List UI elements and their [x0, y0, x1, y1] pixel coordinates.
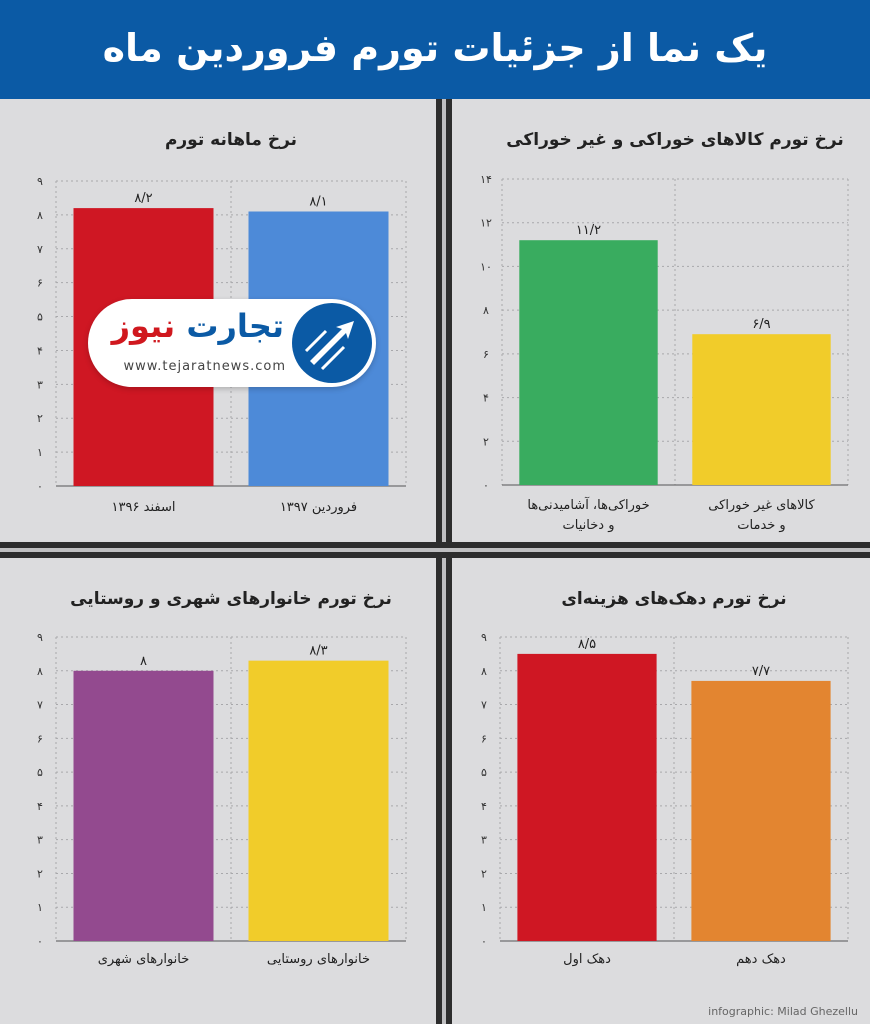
bar-value-label: ۸/۱ [309, 195, 327, 210]
y-tick-label: ۰ [37, 480, 43, 493]
y-tick-label: ۲ [37, 867, 43, 880]
chart-title: نرخ ماهانه تورم [165, 130, 297, 150]
chart-panel-deciles: نرخ تورم دهک‌های هزینه‌ای ۰ ۱ ۲ ۳ ۴ ۵ ۶ ۷ ۸ ۹ ۸/۵ ده… [452, 558, 870, 1024]
vertical-divider [436, 99, 452, 1024]
bar-value-label: ۶/۹ [752, 317, 770, 332]
header-banner: یک نما از جزئیات تورم فروردین ماه [0, 0, 870, 99]
chart-urban-rural: نرخ تورم خانوارهای شهری و روستایی ۰ ۱ ۲ ۳ ۴ ۵ ۶… [37, 589, 407, 967]
y-tick-label: ۴ [481, 800, 487, 813]
bar [692, 334, 831, 485]
x-tick-label: دهک دهم [736, 952, 786, 967]
horizontal-divider [0, 542, 870, 558]
y-tick-label: ۹ [37, 175, 43, 188]
y-tick-label: ۶ [37, 277, 43, 290]
y-tick-label: ۱ [37, 901, 43, 914]
x-tick-label: و دخانیات [563, 518, 615, 533]
logo-name: تجارت نیوز [111, 307, 284, 345]
y-tick-label: ۸ [37, 665, 43, 678]
y-tick-label: ۳ [481, 834, 487, 847]
logo-arrow-icon [292, 303, 372, 383]
x-tick-label: و خدمات [737, 518, 785, 533]
y-tick-label: ۴ [483, 392, 489, 405]
y-tick-label: ۷ [481, 699, 487, 712]
bar [73, 670, 214, 941]
x-tick-label: خوراکی‌ها، آشامیدنی‌ها [527, 496, 649, 513]
y-tick-label: ۰ [483, 479, 489, 492]
chart-food-nonfood: نرخ تورم کالاهای خوراکی و غیر خوراکی ۰ ۲ ۴ ۶… [480, 130, 849, 533]
page-title: یک نما از جزئیات تورم فروردین ماه [102, 26, 768, 70]
chart-title: نرخ تورم کالاهای خوراکی و غیر خوراکی [506, 130, 844, 150]
bar-value-label: ۸/۳ [309, 644, 327, 659]
y-tick-label: ۱ [481, 901, 487, 914]
bar-value-label: ۷/۷ [752, 664, 770, 679]
bar [248, 660, 389, 941]
bar-value-label: ۸/۲ [134, 191, 152, 206]
y-tick-label: ۹ [481, 631, 487, 644]
y-tick-label: ۷ [37, 243, 43, 256]
y-tick-label: ۶ [37, 732, 43, 745]
y-tick-label: ۲ [37, 412, 43, 425]
y-tick-label: ۲ [481, 867, 487, 880]
y-tick-label: ۰ [37, 935, 43, 948]
y-tick-label: ۶ [483, 348, 489, 361]
x-tick-label: فروردین ۱۳۹۷ [280, 500, 357, 515]
chart-panel-urban-rural: نرخ تورم خانوارهای شهری و روستایی ۰ ۱ ۲ ۳ ۴ ۵ ۶… [0, 558, 436, 1024]
chart-deciles: نرخ تورم دهک‌های هزینه‌ای ۰ ۱ ۲ ۳ ۴ ۵ ۶ ۷ ۸ ۹ ۸/۵ ده… [481, 589, 849, 967]
y-tick-label: ۸ [37, 209, 43, 222]
y-tick-label: ۸ [481, 665, 487, 678]
y-tick-label: ۳ [37, 834, 43, 847]
x-tick-label: دهک اول [563, 952, 611, 967]
y-tick-label: ۷ [37, 699, 43, 712]
y-tick-label: ۸ [483, 304, 489, 317]
bar-value-label: ۸ [140, 654, 147, 669]
y-tick-label: ۳ [37, 378, 43, 391]
chart-title: نرخ تورم دهک‌های هزینه‌ای [561, 589, 786, 609]
bar-value-label: ۱۱/۲ [576, 223, 601, 238]
tejaratnews-logo: تجارت نیوز www.tejaratnews.com [88, 299, 376, 387]
bar [691, 680, 831, 941]
y-tick-label: ۱ [37, 446, 43, 459]
y-tick-label: ۰ [481, 935, 487, 948]
credit-text: infographic: Milad Ghezellu [708, 1005, 858, 1018]
bar-value-label: ۸/۵ [578, 637, 596, 652]
y-tick-label: ۱۴ [480, 173, 492, 186]
bar [519, 240, 658, 485]
x-tick-label: کالاهای غیر خوراکی [708, 498, 815, 513]
y-tick-label: ۱۲ [480, 217, 492, 230]
y-tick-label: ۱۰ [480, 260, 492, 273]
y-tick-label: ۵ [37, 311, 43, 324]
y-tick-label: ۴ [37, 344, 43, 357]
chart-panel-food-nonfood: نرخ تورم کالاهای خوراکی و غیر خوراکی ۰ ۲ ۴ ۶… [452, 99, 870, 542]
y-tick-label: ۵ [481, 766, 487, 779]
x-tick-label: اسفند ۱۳۹۶ [112, 500, 176, 515]
bar [517, 653, 657, 941]
y-tick-label: ۹ [37, 631, 43, 644]
logo-url: www.tejaratnews.com [123, 359, 286, 374]
x-tick-label: خانوارهای روستایی [267, 952, 370, 967]
y-tick-label: ۲ [483, 435, 489, 448]
chart-title: نرخ تورم خانوارهای شهری و روستایی [70, 589, 392, 609]
y-tick-label: ۶ [481, 732, 487, 745]
x-tick-label: خانوارهای شهری [98, 952, 190, 967]
y-tick-label: ۴ [37, 800, 43, 813]
y-tick-label: ۵ [37, 766, 43, 779]
